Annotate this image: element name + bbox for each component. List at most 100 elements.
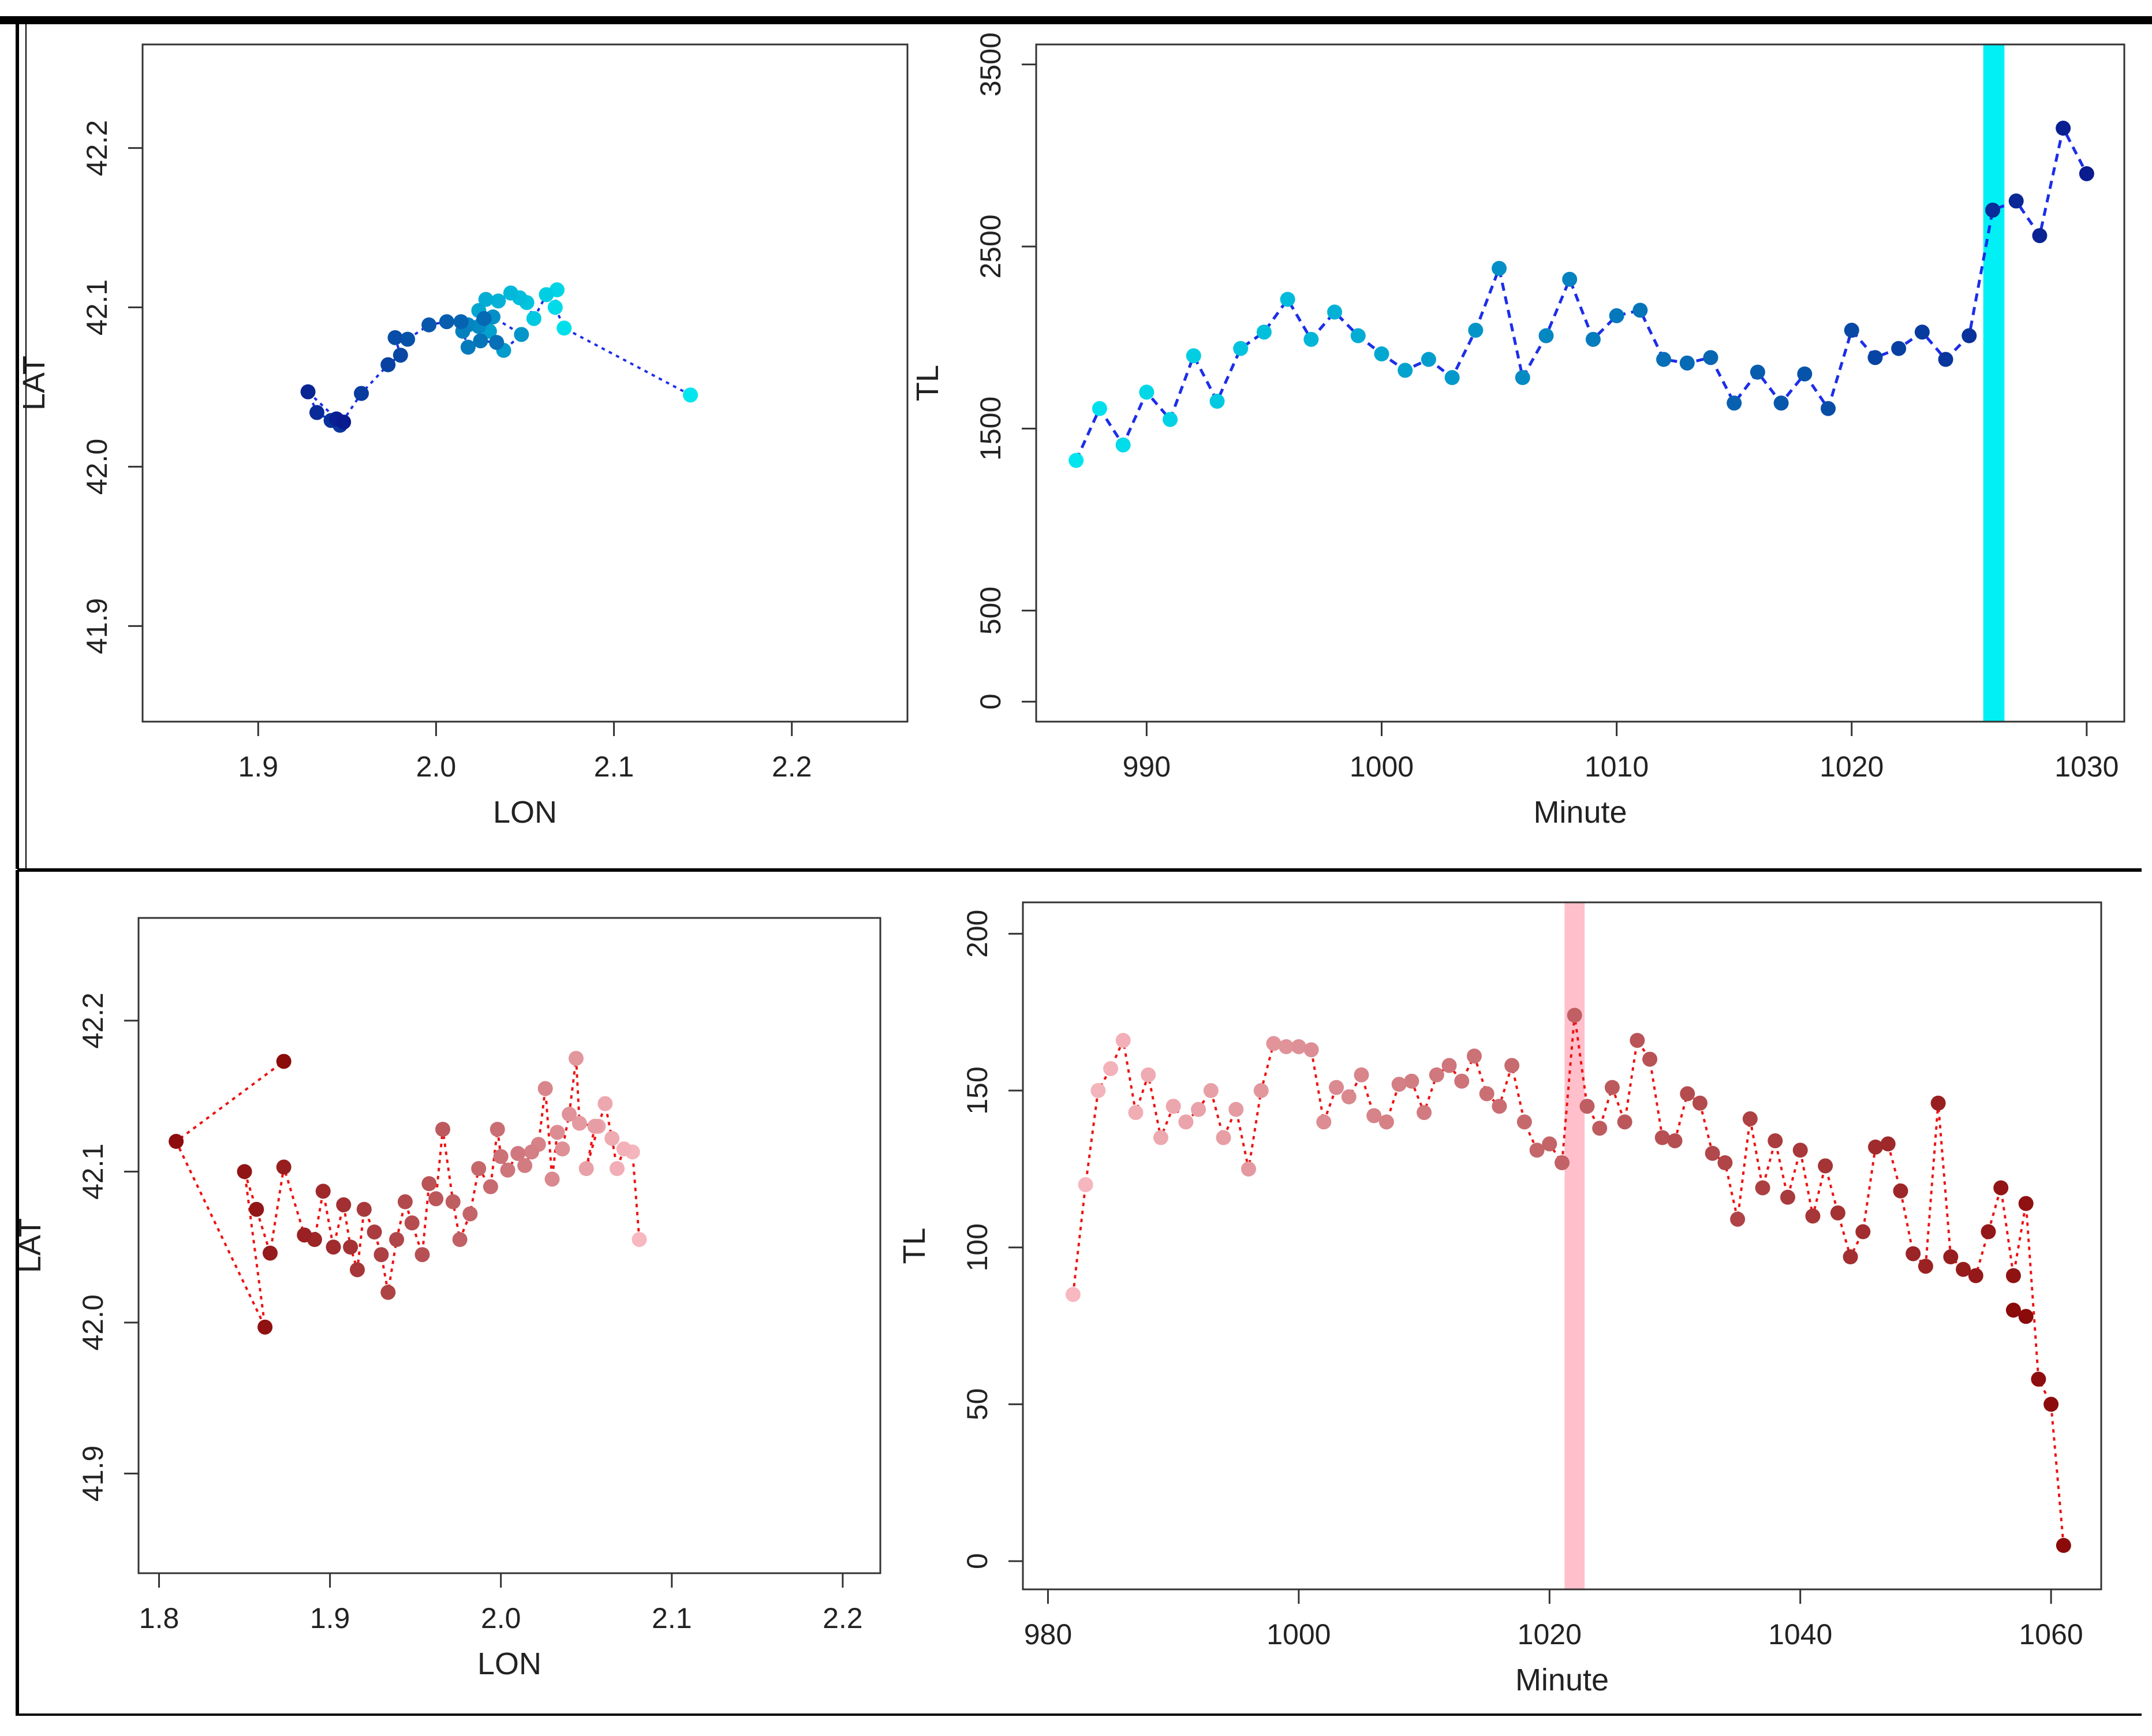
data-point — [1555, 1155, 1570, 1171]
x-axis-title: Minute — [1515, 1663, 1609, 1697]
data-point — [1968, 1268, 1983, 1283]
data-point — [356, 1201, 372, 1217]
data-point — [262, 1245, 278, 1261]
y-tick-label: 3500 — [974, 32, 1007, 96]
data-point — [510, 1145, 526, 1161]
data-point — [1141, 1067, 1156, 1082]
y-axis-title: LAT — [17, 356, 51, 410]
data-point — [397, 1194, 413, 1209]
data-point — [1203, 1083, 1219, 1099]
data-point — [1867, 350, 1883, 365]
data-point — [1515, 370, 1530, 386]
data-point — [1930, 1095, 1946, 1111]
data-point — [1868, 1139, 1884, 1155]
data-point — [476, 311, 492, 326]
y-tick-label: 42.2 — [81, 120, 113, 176]
data-point — [578, 1161, 594, 1177]
data-point — [632, 1232, 647, 1248]
data-point — [453, 314, 469, 330]
y-axis-title: TL — [910, 365, 945, 401]
data-point — [276, 1054, 292, 1069]
data-point — [1391, 1077, 1407, 1092]
data-point — [1479, 1086, 1495, 1102]
y-tick-label: 42.1 — [77, 1144, 109, 1200]
data-point — [2032, 228, 2048, 244]
data-point — [1398, 363, 1413, 378]
data-point — [336, 1197, 352, 1212]
x-axis-title: LON — [493, 795, 557, 830]
data-point — [1642, 1051, 1658, 1067]
data-point — [249, 1201, 264, 1217]
plot-frame — [1035, 43, 2125, 723]
data-point — [300, 384, 316, 400]
data-point — [1630, 1033, 1645, 1048]
data-point — [326, 1240, 341, 1255]
data-point — [1341, 1089, 1357, 1104]
data-point — [1562, 271, 1578, 287]
data-point — [489, 335, 505, 350]
x-tick-label: 1030 — [2054, 751, 2119, 783]
data-point — [1993, 1180, 2009, 1196]
data-point — [1492, 1099, 1507, 1114]
data-point — [1755, 1180, 1770, 1196]
data-point — [1178, 1114, 1194, 1130]
data-point — [1280, 292, 1295, 307]
data-point — [597, 1096, 613, 1111]
data-point — [1466, 1048, 1482, 1064]
data-point — [1893, 1183, 1908, 1199]
x-tick-label: 1000 — [1266, 1618, 1331, 1651]
data-point — [400, 331, 416, 347]
data-point — [1843, 1249, 1858, 1265]
data-point — [2005, 1302, 2021, 1318]
data-point — [1727, 395, 1742, 411]
data-point — [562, 1106, 577, 1122]
data-point — [343, 1240, 358, 1255]
y-tick-label: 42.0 — [77, 1294, 109, 1350]
data-point — [556, 320, 572, 336]
data-point — [604, 1130, 620, 1146]
y-axis-title: TL — [897, 1227, 932, 1264]
data-point — [1417, 1105, 1432, 1121]
data-point — [1378, 1114, 1394, 1130]
y-tick-label: 42.1 — [81, 279, 113, 335]
data-point — [550, 1125, 565, 1140]
x-tick-label: 990 — [1123, 751, 1171, 783]
data-point — [1163, 412, 1178, 427]
data-point — [1327, 304, 1343, 320]
data-point — [1186, 348, 1201, 364]
y-tick-label: 150 — [961, 1066, 993, 1114]
layout-lines — [0, 16, 2152, 1716]
x-tick-label: 2.1 — [594, 751, 634, 783]
x-tick-label: 2.0 — [481, 1602, 521, 1634]
data-point — [1604, 1080, 1620, 1095]
data-point — [568, 1051, 584, 1066]
data-point — [257, 1319, 273, 1335]
data-point — [1705, 1145, 1720, 1161]
data-point — [1291, 1039, 1306, 1054]
y-tick-label: 41.9 — [77, 1446, 109, 1502]
data-point — [2056, 1537, 2071, 1553]
data-point — [1492, 260, 1507, 276]
y-tick-label: 42.2 — [77, 992, 109, 1048]
series-line — [1071, 1015, 2065, 1546]
data-point — [537, 1081, 553, 1096]
data-point — [1617, 1114, 1632, 1130]
x-tick-label: 1.9 — [238, 751, 279, 783]
data-point — [503, 285, 518, 301]
data-point — [1139, 384, 1155, 400]
data-point — [587, 1118, 603, 1134]
y-tick-label: 500 — [974, 587, 1007, 634]
series-line — [307, 288, 692, 427]
data-point — [349, 1262, 365, 1278]
data-point — [1516, 1114, 1532, 1130]
y-tick-label: 50 — [961, 1388, 993, 1421]
data-point — [315, 1184, 331, 1199]
data-point — [1350, 328, 1366, 344]
data-point — [1717, 1155, 1733, 1171]
plot-frame — [1022, 901, 2102, 1591]
x-tick-label: 1000 — [1350, 751, 1414, 783]
x-tick-label: 2.2 — [823, 1602, 863, 1634]
data-point — [1538, 328, 1554, 344]
data-point — [1090, 1083, 1106, 1099]
data-point — [1504, 1058, 1520, 1073]
